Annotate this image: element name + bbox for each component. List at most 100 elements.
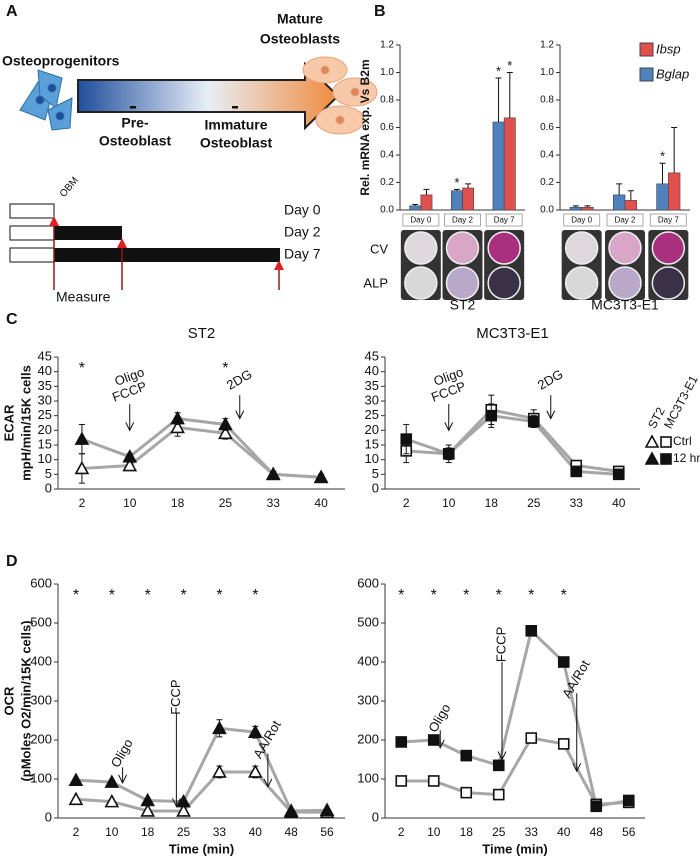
medium-label: OBM [58, 175, 81, 200]
y-tick-label: 0.0 [380, 205, 394, 216]
measure-label: Measure [56, 289, 111, 305]
arrow-head [444, 422, 454, 432]
panel-label: D [6, 553, 18, 570]
timeline-bar [54, 226, 122, 240]
well-image [445, 231, 480, 265]
marker [319, 802, 335, 816]
well-image [564, 231, 599, 265]
y-tick-label: 0.2 [380, 177, 394, 188]
annotation: FCCP [493, 627, 508, 662]
timeline: OBM Day 0 Day 2 Day 7 Measure [9, 175, 321, 305]
error-bar [616, 183, 623, 195]
panel-label: B [374, 3, 386, 20]
x-tick-label: 48 [285, 825, 299, 839]
stage-label: Mature [277, 11, 323, 27]
y-tick-label: 100 [357, 770, 379, 785]
marker [622, 794, 635, 807]
x-axis-label: Time (min) [169, 841, 235, 856]
significance: * [180, 587, 186, 604]
significance: * [222, 360, 228, 377]
marker [104, 793, 120, 808]
error-bar [506, 72, 513, 118]
error-bar [627, 190, 634, 201]
series-line [406, 408, 619, 473]
y-axis-label: (pMoles O2/min/15K cells) [18, 620, 33, 781]
marker [427, 775, 440, 787]
legend-swatch [639, 67, 654, 82]
significance: * [216, 587, 222, 604]
y-tick-label: 500 [30, 614, 52, 629]
y-tick-label: 1.0 [380, 67, 394, 78]
legend-marker [644, 434, 660, 448]
bar [612, 194, 626, 211]
legend-marker [660, 436, 672, 448]
y-tick-label: 0.6 [540, 122, 554, 133]
y-tick-label: 0 [372, 480, 379, 495]
x-tick-label: 18 [460, 825, 474, 839]
timeline-box [9, 247, 55, 263]
y-tick-label: 400 [30, 653, 52, 668]
marker [104, 774, 120, 788]
timeline-bar [54, 248, 280, 262]
significance: * [660, 149, 665, 164]
x-tick-label: 40 [557, 825, 571, 839]
y-tick-label: 0.6 [380, 122, 394, 133]
x-tick-label: 10 [123, 496, 137, 510]
timeline-box [9, 203, 55, 219]
marker [527, 415, 540, 428]
marker [427, 734, 440, 746]
y-tick-label: 20 [365, 422, 379, 437]
y-tick-label: 0.0 [540, 205, 554, 216]
y-tick-label: 10 [365, 451, 379, 466]
significance: * [528, 587, 534, 604]
legend-swatch [639, 42, 654, 57]
x-tick-label: Day 2 [452, 216, 473, 225]
timeline-box [9, 225, 55, 241]
stage-label: Osteoprogenitors [2, 53, 120, 69]
stage-label: Immature [204, 117, 267, 133]
well-image [445, 266, 480, 300]
bar [624, 200, 637, 211]
significance: * [496, 63, 501, 78]
bar [409, 205, 422, 211]
legend-marker [644, 451, 660, 465]
series-line [75, 770, 328, 814]
y-tick-label: 10 [38, 451, 52, 466]
marker [176, 803, 191, 817]
significance: * [454, 175, 459, 190]
annotation: Oligo [425, 701, 453, 735]
x-tick-label: 56 [622, 825, 636, 839]
marker [283, 803, 299, 817]
y-tick-label: 5 [45, 466, 52, 481]
well-image [608, 231, 642, 265]
y-tick-label: 45 [38, 348, 52, 363]
x-tick-label: 2 [79, 496, 86, 510]
y-tick-label: 30 [365, 392, 379, 407]
marker [492, 759, 505, 772]
stage-label: Osteoblast [99, 133, 172, 149]
error-bar [495, 77, 502, 122]
marker [122, 449, 138, 463]
marker [140, 803, 156, 817]
y-tick-label: 0.8 [540, 95, 554, 106]
panel-label: A [6, 3, 18, 20]
x-tick-label: 10 [105, 825, 119, 839]
marker [170, 419, 185, 434]
significance: * [109, 587, 115, 604]
marker [460, 749, 473, 762]
y-tick-label: 40 [365, 363, 379, 378]
series-line [81, 417, 322, 479]
marker [525, 624, 538, 637]
annotation: 2DG [535, 366, 566, 392]
y-tick-label: 15 [365, 436, 379, 451]
marker [218, 425, 233, 440]
error-bar [584, 205, 591, 208]
well-image [487, 266, 521, 300]
error-bar [572, 205, 579, 208]
error-bar [412, 204, 419, 206]
x-tick-label: Day 0 [410, 216, 431, 225]
well-image [487, 231, 521, 265]
y-tick-label: 35 [38, 378, 52, 393]
bar [668, 172, 681, 211]
y-tick-label: 200 [30, 731, 52, 746]
